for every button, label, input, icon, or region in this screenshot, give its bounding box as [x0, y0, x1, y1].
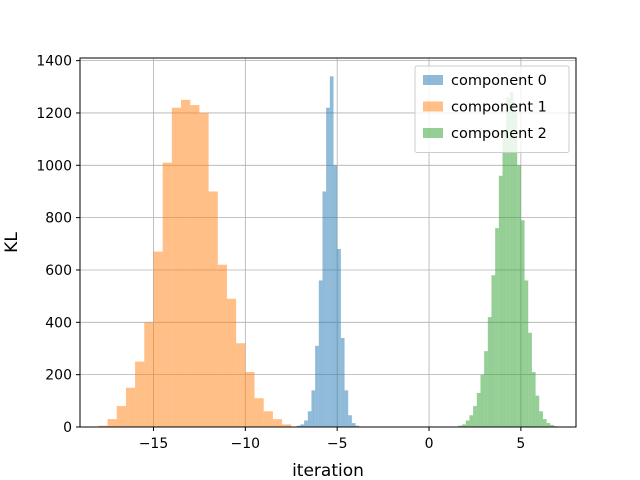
y-tick-label: 600 — [45, 263, 72, 279]
y-tick-label: 400 — [45, 315, 72, 331]
histogram-bar — [181, 99, 191, 427]
histogram-bar — [315, 345, 319, 427]
histogram-bar — [484, 351, 488, 427]
histogram-bar — [304, 420, 308, 427]
histogram-bar — [162, 162, 172, 427]
histogram-bar — [542, 419, 547, 427]
histogram-bar — [495, 228, 499, 427]
histogram-bar — [517, 165, 521, 428]
y-tick-label: 200 — [45, 368, 72, 384]
histogram-bar — [340, 338, 345, 427]
histogram-bar — [491, 275, 496, 427]
histogram-bar — [458, 425, 463, 427]
histogram-bar — [135, 361, 145, 427]
histogram-bar — [487, 317, 492, 427]
histogram-bar — [539, 411, 543, 427]
histogram-bar — [550, 424, 554, 427]
histogram-bar — [465, 420, 470, 427]
histogram-bar — [344, 390, 349, 427]
histogram-bar — [296, 425, 301, 427]
y-axis-label: KL — [2, 232, 22, 253]
histogram-bar — [498, 175, 503, 427]
histogram-bar — [337, 249, 341, 427]
histogram-bar — [116, 406, 126, 427]
series-0-bars — [296, 76, 360, 428]
histogram-bar — [524, 280, 529, 427]
legend: component 0 component 1 component 2 — [414, 65, 570, 153]
legend-box — [414, 65, 570, 153]
histogram-bar — [355, 425, 360, 427]
histogram-bar — [502, 131, 507, 427]
histogram-bar — [307, 411, 312, 427]
series-2-bars — [458, 92, 558, 428]
histogram-bar — [272, 419, 283, 427]
histogram-bar — [476, 392, 481, 427]
histogram-bar — [311, 390, 316, 427]
histogram-bar — [348, 415, 352, 427]
histogram-bar — [528, 332, 532, 427]
histogram-bar — [480, 374, 485, 427]
histogram-bar — [535, 395, 540, 427]
histogram-bar — [171, 107, 182, 428]
axis-ticks: −15 −10 −5 0 5 0 200 400 600 800 1000 1200 1400 — [36, 54, 525, 452]
x-tick-label: −10 — [231, 436, 261, 452]
histogram-bar — [473, 406, 477, 427]
histogram-bar — [322, 191, 327, 427]
histogram-bar — [282, 424, 292, 427]
histogram-bar — [98, 425, 108, 427]
legend-swatch — [423, 128, 443, 138]
x-tick-label: −5 — [327, 436, 348, 452]
legend-swatch — [423, 75, 443, 85]
y-tick-label: 800 — [45, 211, 72, 227]
histogram-bar — [208, 191, 218, 427]
y-tick-label: 0 — [63, 420, 72, 436]
histogram-bar — [469, 415, 474, 427]
x-tick-label: 5 — [516, 436, 525, 452]
y-tick-label: 1000 — [36, 158, 72, 174]
histogram-bars — [98, 76, 558, 428]
histogram-bar — [245, 372, 255, 427]
legend-swatch — [423, 101, 443, 112]
histogram-bar — [509, 92, 514, 428]
histogram-bar — [263, 411, 273, 427]
histogram-bar — [326, 107, 330, 428]
histogram-bar — [506, 97, 510, 428]
histogram-bar — [144, 322, 154, 427]
histogram-bar — [351, 423, 356, 427]
legend-entry-label: component 0 — [451, 73, 547, 89]
histogram-bar — [226, 298, 237, 427]
y-tick-label: 1400 — [36, 54, 72, 70]
histogram-bar — [300, 424, 305, 427]
histogram-bar — [236, 343, 246, 427]
plot-frame — [79, 57, 577, 428]
histogram-bar — [531, 372, 536, 427]
histogram-bar — [318, 280, 323, 427]
histogram-bar — [190, 105, 200, 427]
series-1-bars — [98, 99, 292, 428]
histogram-bar — [125, 387, 136, 427]
histogram-bar — [520, 220, 525, 427]
histogram-bar — [333, 165, 338, 428]
histogram-bar — [217, 264, 227, 427]
y-tick-label: 1200 — [36, 106, 72, 122]
histogram-bar — [546, 423, 551, 427]
x-tick-label: −15 — [139, 436, 169, 452]
histogram-bar — [462, 424, 466, 427]
histogram-bar — [199, 112, 209, 427]
histogram-bar — [513, 112, 518, 427]
histogram-bar — [107, 419, 117, 427]
histogram-bar — [254, 398, 264, 427]
histogram-bar — [329, 76, 334, 427]
legend-entry-label: component 2 — [451, 126, 547, 142]
x-axis-label: iteration — [292, 461, 364, 480]
legend-entry-label: component 1 — [451, 100, 547, 116]
histogram-bar — [153, 251, 163, 427]
x-tick-label: 0 — [425, 436, 434, 452]
